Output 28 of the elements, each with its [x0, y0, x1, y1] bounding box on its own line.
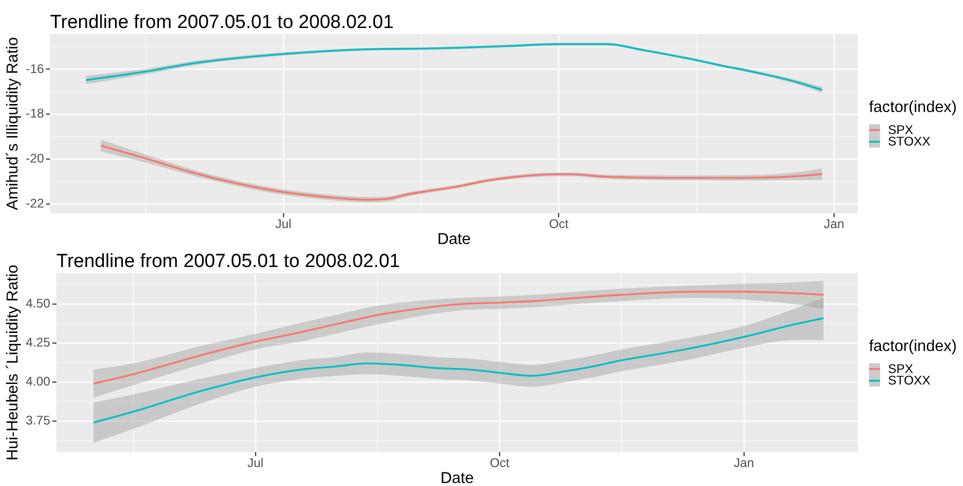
legend-label: SPX — [888, 123, 914, 138]
legend-label: STOXX — [888, 134, 932, 149]
legend-title: factor(index) — [869, 338, 957, 355]
y-tick-label: -20 — [26, 152, 44, 166]
x-tick-label: Oct — [548, 216, 570, 231]
y-axis-title: Hui-Heubels ´Liquidity Ratio — [4, 264, 22, 460]
legend-label: SPX — [888, 362, 914, 376]
legend-title: factor(index) — [869, 98, 957, 116]
y-tick-label: 4.50 — [26, 296, 50, 311]
x-tick-label: Jan — [734, 456, 754, 470]
y-axis-title: Amihud´s Illiquidity Ratio — [4, 36, 22, 210]
y-tick-label: -18 — [26, 106, 44, 121]
x-tick-label: Oct — [490, 456, 510, 470]
x-axis-title: Date — [440, 470, 474, 486]
y-tick-label: -22 — [26, 196, 44, 211]
x-tick-label: Jul — [247, 456, 264, 470]
line-series — [92, 317, 824, 424]
y-tick-label: 3.75 — [26, 414, 50, 428]
y-tick-label: 4.00 — [26, 374, 50, 389]
legend-label: STOXX — [888, 374, 932, 388]
chart-title: Trendline from 2007.05.01 to 2008.02.01 — [50, 12, 394, 33]
y-tick-label: 4.25 — [26, 336, 50, 350]
x-tick-label: Jan — [824, 216, 844, 231]
x-axis-title: Date — [437, 231, 471, 248]
y-tick-label: -16 — [26, 62, 44, 76]
chart-title: Trendline from 2007.05.01 to 2008.02.01 — [56, 251, 400, 272]
line-series — [92, 290, 824, 385]
x-tick-label: Jul — [275, 216, 292, 231]
